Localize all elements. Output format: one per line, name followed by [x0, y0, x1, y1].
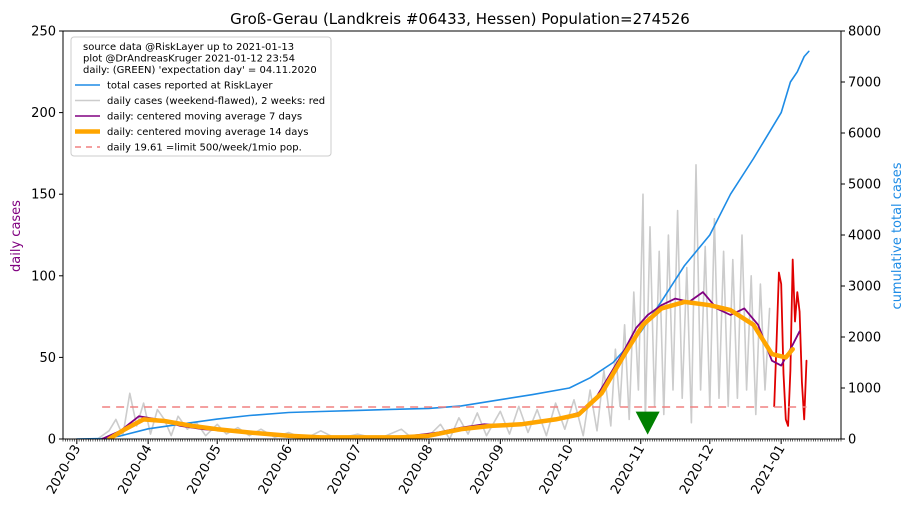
chart-title: Groß-Gerau (Landkreis #06433, Hessen) Po…	[230, 10, 690, 28]
y-left-tick-label: 250	[31, 25, 56, 40]
legend-entry-label: daily cases (weekend-flawed), 2 weeks: r…	[107, 96, 325, 107]
y-left-tick-label: 0	[48, 433, 56, 448]
y-right-tick-label: 5000	[848, 178, 881, 193]
expectation-marker	[635, 411, 660, 435]
y-right-tick-label: 8000	[848, 25, 881, 40]
y-right-tick-label: 4000	[848, 229, 881, 244]
y-right-tick-label: 0	[848, 433, 856, 448]
y-left-tick-label: 50	[39, 351, 56, 366]
series-layer	[76, 50, 810, 439]
y-right-tick-label: 6000	[848, 127, 881, 142]
legend-entry-label: daily: centered moving average 14 days	[107, 127, 308, 138]
legend: source data @RiskLayer up to 2021-01-13p…	[70, 36, 332, 157]
legend-entry-label: total cases reported at RiskLayer	[107, 81, 273, 92]
legend-entry-label: daily: centered moving average 7 days	[107, 112, 302, 123]
legend-header-line: plot @DrAndreasKruger 2021-01-12 23:54	[83, 54, 295, 65]
series-line-1	[96, 164, 771, 439]
series-line-4	[106, 299, 795, 439]
series-line-2	[773, 258, 808, 427]
y-left-tick-label: 100	[31, 269, 56, 284]
y-right-tick-label: 1000	[848, 382, 881, 397]
legend-entry-label: daily 19.61 =limit 500/week/1mio pop.	[107, 143, 302, 154]
y-right-tick-label: 7000	[848, 76, 881, 91]
y-left-tick-label: 150	[31, 188, 56, 203]
y-axis-left-label: daily cases	[9, 200, 24, 272]
y-left-tick-label: 200	[31, 106, 56, 121]
y-right-tick-label: 3000	[848, 280, 881, 295]
legend-header-line: source data @RiskLayer up to 2021-01-13	[83, 42, 294, 53]
legend-box	[70, 36, 332, 157]
y-right-tick-label: 2000	[848, 331, 881, 346]
series-line-0	[76, 50, 810, 439]
legend-header-line: daily: (GREEN) 'expectation day' = 04.11…	[83, 65, 317, 76]
y-axis-right-label: cumulative total cases	[890, 162, 905, 309]
